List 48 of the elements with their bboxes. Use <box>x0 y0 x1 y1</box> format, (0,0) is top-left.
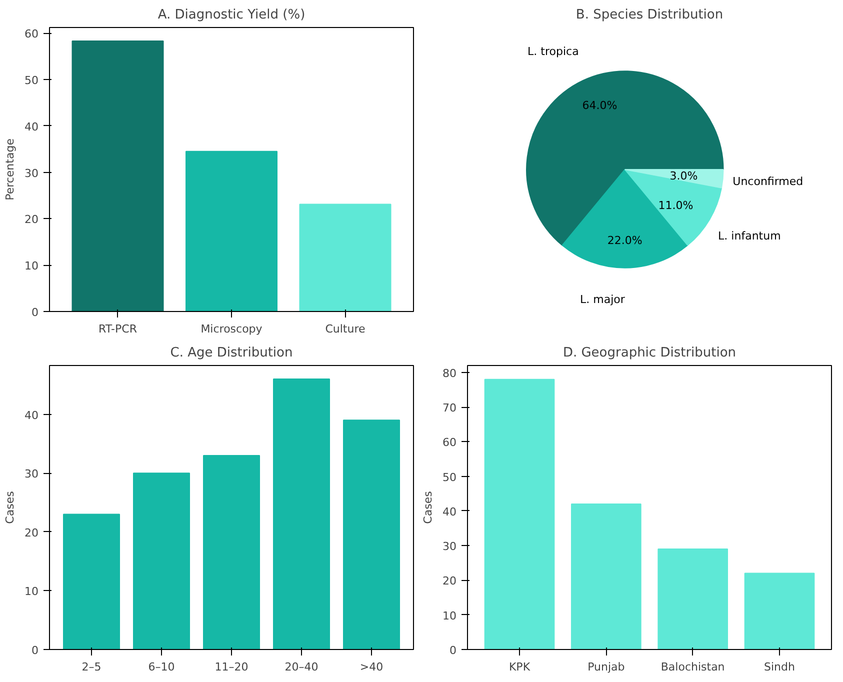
slice-label: Unconfirmed <box>732 175 804 188</box>
y-axis-title: Percentage <box>4 138 17 200</box>
y-tick-label: 80 <box>442 366 457 380</box>
y-tick-label: 10 <box>24 585 39 598</box>
data-label: 11.0% <box>658 199 694 212</box>
x-tick-label: Punjab <box>588 660 625 674</box>
y-tick-label: 0 <box>32 644 38 657</box>
x-tick-label: Balochistan <box>660 660 725 674</box>
y-tick-label: 30 <box>442 540 457 554</box>
y-tick-label: 10 <box>442 609 457 622</box>
y-tick-label: 30 <box>24 468 39 481</box>
slice-label: L. tropica <box>528 45 579 58</box>
slice-label: L. major <box>580 293 626 306</box>
chart-title: A. Diagnostic Yield (%) <box>158 8 306 22</box>
y-tick-label: 60 <box>442 436 457 450</box>
chart-title: D. Geographic Distribution <box>562 346 736 360</box>
y-tick-label: 50 <box>24 74 39 87</box>
data-label: 3.0% <box>670 170 698 183</box>
x-tick-label: 11–20 <box>214 660 248 674</box>
x-tick-label: RT-PCR <box>98 322 138 336</box>
slice-label: L. infantum <box>718 229 781 242</box>
y-tick-label: 50 <box>442 470 457 484</box>
y-tick-label: 70 <box>442 402 457 415</box>
x-tick-label: 2–5 <box>82 660 102 674</box>
y-tick-label: 20 <box>24 526 39 540</box>
y-tick-label: 40 <box>442 505 457 518</box>
data-label: 22.0% <box>607 234 642 247</box>
x-tick-label: KPK <box>508 660 531 674</box>
x-tick-label: >40 <box>360 660 384 674</box>
y-tick-label: 40 <box>24 408 39 422</box>
chart-title: B. Species Distribution <box>576 8 724 22</box>
y-tick-label: 0 <box>32 306 38 319</box>
y-tick-label: 0 <box>450 644 456 657</box>
x-tick-label: 20–40 <box>284 660 318 674</box>
y-axis-title: Cases <box>422 490 435 524</box>
x-tick-label: Culture <box>325 322 366 336</box>
y-axis-title: Cases <box>4 490 17 524</box>
x-tick-label: Microscopy <box>200 322 263 336</box>
y-tick-label: 60 <box>24 28 39 41</box>
data-label: 64.0% <box>582 98 618 112</box>
x-tick-label: 6–10 <box>148 660 175 674</box>
y-tick-label: 40 <box>24 120 39 134</box>
x-tick-label: Sindh <box>764 660 796 674</box>
chart-title: C. Age Distribution <box>170 346 293 360</box>
y-tick-label: 20 <box>24 213 39 226</box>
y-tick-label: 10 <box>24 260 39 273</box>
y-tick-label: 30 <box>24 166 39 180</box>
y-tick-label: 20 <box>442 574 457 588</box>
